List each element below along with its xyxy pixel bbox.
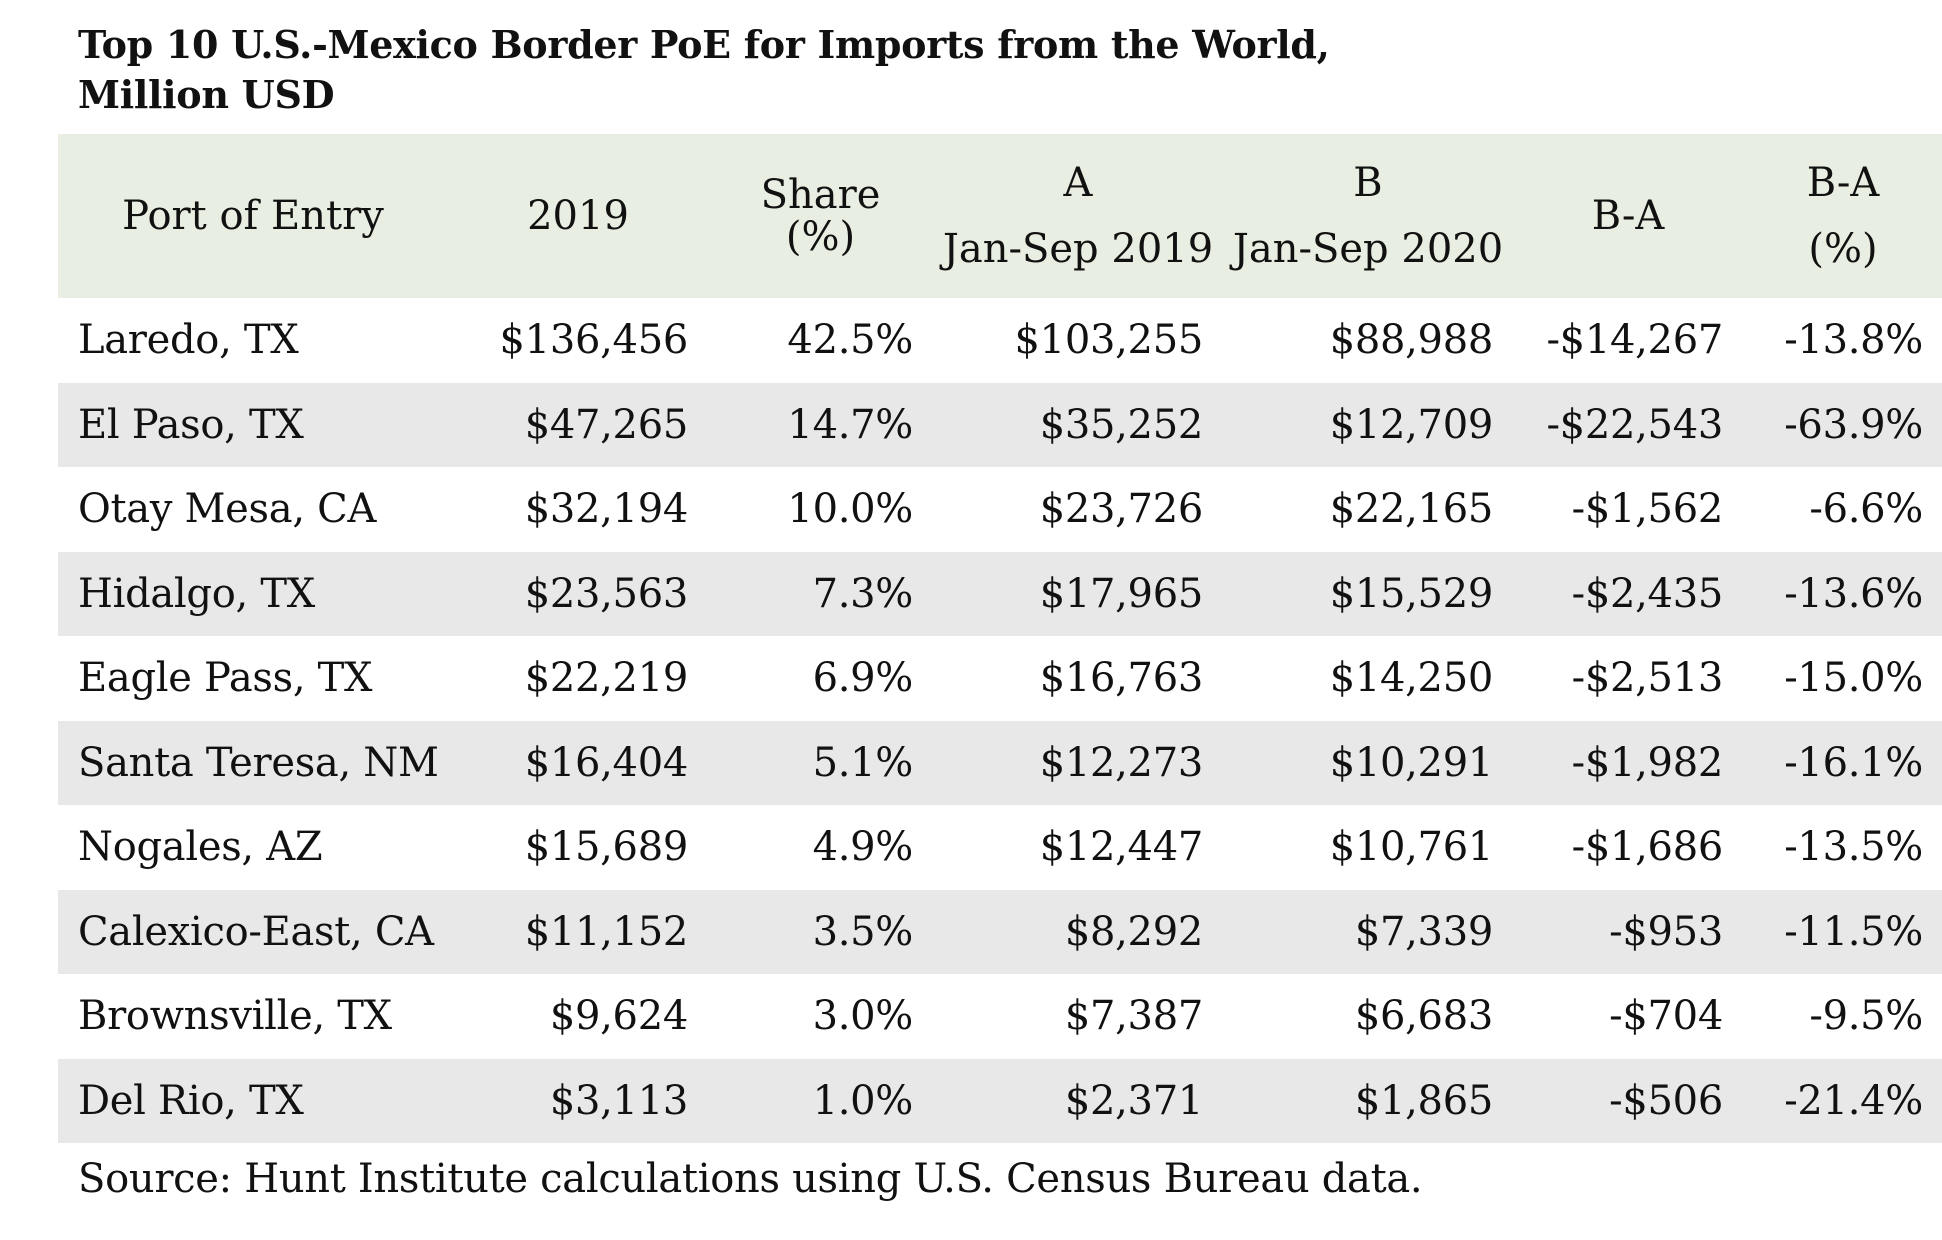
cell-diff: -$1,562 — [1571, 486, 1724, 533]
cell-share: 4.9% — [812, 824, 914, 871]
cell-a: $16,763 — [1039, 655, 1204, 702]
cell-a: $17,965 — [933, 551, 1223, 636]
cell-share: 7.3% — [708, 551, 933, 636]
table-row: El Paso, TX $47,265 14.7% $35,252 $12,709 -$2… — [58, 382, 1942, 467]
cell-port: Santa Teresa, NM — [58, 720, 448, 805]
table-row: Nogales, AZ $15,689 4.9% $12,447 $10,761 -$1,… — [58, 805, 1942, 890]
cell-a: $103,255 — [1014, 317, 1204, 364]
cell-diff: -$14,267 — [1546, 317, 1723, 364]
header-2019: 2019 — [448, 134, 708, 298]
cell-share: 6.9% — [812, 655, 914, 702]
cell-port: Eagle Pass, TX — [78, 655, 373, 702]
cell-b: $10,291 — [1223, 720, 1513, 805]
table-row: Laredo, TX $136,456 42.5% $103,255 $88,988 -$… — [58, 298, 1942, 383]
cell-share: 5.1% — [708, 720, 933, 805]
cell-2019: $3,113 — [448, 1058, 708, 1143]
cell-pct: -16.1% — [1743, 720, 1942, 805]
cell-a: $12,447 — [1039, 824, 1204, 871]
cell-port: Hidalgo, TX — [58, 551, 448, 636]
header-a: A Jan-Sep 2019 — [933, 134, 1223, 298]
cell-b: $88,988 — [1329, 317, 1494, 364]
cell-pct: -13.5% — [1784, 824, 1923, 871]
cell-pct: -15.0% — [1784, 655, 1923, 702]
cell-pct: -21.4% — [1743, 1058, 1942, 1143]
table-row: Del Rio, TX $3,113 1.0% $2,371 $1,865 -$506 -2… — [58, 1058, 1942, 1143]
header-share: Share (%) — [708, 134, 933, 298]
cell-a: $23,726 — [1039, 486, 1204, 533]
cell-2019: $23,563 — [448, 551, 708, 636]
cell-a: $12,273 — [933, 720, 1223, 805]
cell-2019: $9,624 — [549, 993, 688, 1040]
cell-share: 3.5% — [708, 889, 933, 974]
table-row: Otay Mesa, CA $32,194 10.0% $23,726 $22,165 -… — [58, 467, 1942, 552]
cell-port: Calexico-East, CA — [58, 889, 448, 974]
cell-pct: -6.6% — [1809, 486, 1923, 533]
table-row: Hidalgo, TX $23,563 7.3% $17,965 $15,529 -$2,… — [58, 551, 1942, 636]
cell-pct: -63.9% — [1743, 382, 1942, 467]
table-body: Laredo, TX $136,456 42.5% $103,255 $88,988 -$… — [58, 298, 1942, 1143]
poe-imports-table: Port of Entry 2019 Share (%) A Jan-Sep 2… — [58, 134, 1942, 1143]
cell-port: Otay Mesa, CA — [78, 486, 377, 533]
cell-2019: $136,456 — [499, 317, 689, 364]
cell-pct: -13.8% — [1784, 317, 1923, 364]
header-row: Port of Entry 2019 Share (%) A Jan-Sep 2… — [58, 134, 1942, 298]
cell-diff: -$704 — [1609, 993, 1723, 1040]
cell-pct: -11.5% — [1743, 889, 1942, 974]
cell-2019: $22,219 — [524, 655, 689, 702]
table-row: Eagle Pass, TX $22,219 6.9% $16,763 $14,250 -… — [58, 636, 1942, 721]
cell-a: $2,371 — [933, 1058, 1223, 1143]
cell-b: $14,250 — [1329, 655, 1494, 702]
cell-diff: -$2,513 — [1571, 655, 1724, 702]
cell-share: 10.0% — [787, 486, 913, 533]
cell-share: 14.7% — [708, 382, 933, 467]
cell-2019: $32,194 — [524, 486, 689, 533]
cell-a: $7,387 — [1064, 993, 1203, 1040]
header-port: Port of Entry — [58, 134, 448, 298]
cell-pct: -9.5% — [1809, 993, 1923, 1040]
cell-diff: -$1,982 — [1513, 720, 1743, 805]
cell-pct: -13.6% — [1743, 551, 1942, 636]
table-row: Calexico-East, CA $11,152 3.5% $8,292 $7,339… — [58, 889, 1942, 974]
cell-port: Nogales, AZ — [78, 824, 323, 871]
cell-share: 3.0% — [812, 993, 914, 1040]
cell-b: $1,865 — [1223, 1058, 1513, 1143]
cell-2019: $15,689 — [524, 824, 689, 871]
cell-a: $8,292 — [933, 889, 1223, 974]
header-pct: B-A (%) — [1743, 134, 1942, 298]
cell-port: Del Rio, TX — [58, 1058, 448, 1143]
cell-share: 1.0% — [708, 1058, 933, 1143]
header-b: B Jan-Sep 2020 — [1223, 134, 1513, 298]
cell-diff: -$506 — [1513, 1058, 1743, 1143]
cell-share: 42.5% — [787, 317, 913, 364]
table-row: Santa Teresa, NM $16,404 5.1% $12,273 $10,29… — [58, 720, 1942, 805]
cell-b: $6,683 — [1354, 993, 1493, 1040]
cell-2019: $16,404 — [448, 720, 708, 805]
table-row: Brownsville, TX $9,624 3.0% $7,387 $6,683 -$7… — [58, 974, 1942, 1059]
cell-diff: -$2,435 — [1513, 551, 1743, 636]
cell-a: $35,252 — [933, 382, 1223, 467]
cell-port: Laredo, TX — [78, 317, 299, 364]
cell-2019: $11,152 — [448, 889, 708, 974]
cell-port: El Paso, TX — [58, 382, 448, 467]
cell-2019: $47,265 — [448, 382, 708, 467]
cell-b: $22,165 — [1329, 486, 1494, 533]
cell-b: $12,709 — [1223, 382, 1513, 467]
cell-port: Brownsville, TX — [78, 993, 392, 1040]
cell-diff: -$1,686 — [1571, 824, 1724, 871]
cell-b: $10,761 — [1329, 824, 1494, 871]
table-title: Top 10 U.S.-Mexico Border PoE for Import… — [78, 22, 1330, 117]
cell-b: $7,339 — [1223, 889, 1513, 974]
cell-diff: -$22,543 — [1513, 382, 1743, 467]
source-note: Source: Hunt Institute calculations usin… — [78, 1156, 1423, 1202]
cell-diff: -$953 — [1513, 889, 1743, 974]
cell-b: $15,529 — [1223, 551, 1513, 636]
header-diff: B-A — [1513, 134, 1743, 298]
